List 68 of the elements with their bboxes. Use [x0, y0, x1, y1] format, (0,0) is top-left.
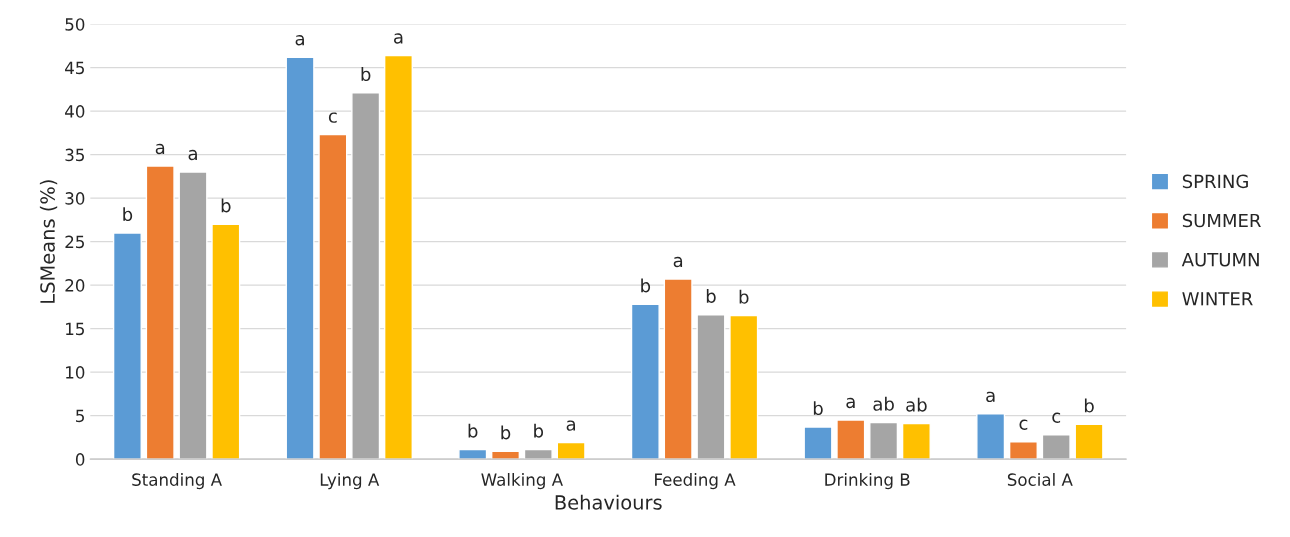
x-tick-label: Feeding A	[655, 473, 736, 490]
legend-label: WINTER	[1182, 292, 1253, 306]
bar	[696, 314, 726, 460]
y-tick-label: 45	[65, 61, 84, 75]
bar	[1041, 434, 1071, 460]
data-label: b	[1084, 398, 1094, 413]
data-label: a	[673, 256, 683, 268]
legend-label: SUMMER	[1182, 213, 1261, 228]
data-label: b	[641, 278, 651, 293]
bar	[351, 92, 381, 460]
bar	[1074, 423, 1104, 460]
x-tick-label: Drinking B	[825, 473, 910, 490]
data-label: a	[188, 149, 197, 161]
bar	[836, 419, 866, 460]
bar	[318, 133, 348, 460]
data-label: c	[328, 112, 337, 123]
bar	[976, 413, 1006, 460]
data-label: b	[501, 425, 511, 440]
y-tick-label: 5	[76, 409, 84, 423]
data-label: b	[534, 423, 544, 438]
data-label: c	[1019, 419, 1028, 430]
data-label: b	[813, 401, 823, 416]
data-label: b	[123, 207, 133, 222]
x-tick-label: Social A	[1007, 473, 1073, 486]
bar	[869, 421, 899, 460]
y-tick-label: 15	[66, 322, 84, 336]
data-label: b	[739, 289, 749, 304]
data-label: a	[986, 391, 995, 403]
y-tick-label: 10	[66, 366, 85, 379]
bar	[630, 303, 660, 460]
x-tick-label: Walking A	[481, 473, 563, 490]
bar	[556, 441, 586, 460]
bar	[178, 171, 208, 460]
y-tick-label: 35	[65, 148, 84, 162]
y-tick-label: 40	[65, 105, 85, 118]
y-tick-label: 0	[75, 453, 85, 466]
data-label: ab	[873, 396, 894, 411]
data-label: c	[1052, 412, 1061, 423]
data-label: ab	[906, 397, 927, 412]
data-label: b	[468, 423, 478, 438]
y-tick-label: 25	[65, 235, 84, 249]
legend-label: SPRING	[1182, 174, 1248, 189]
data-label: a	[394, 33, 403, 44]
bar	[112, 232, 142, 460]
y-tick-label: 20	[65, 279, 85, 292]
bar	[211, 223, 241, 460]
x-tick-label: Standing A	[132, 473, 222, 490]
data-label: a	[566, 420, 576, 431]
data-label: b	[706, 288, 716, 303]
bar	[803, 426, 833, 460]
x-axis-title: Behaviours	[555, 494, 662, 510]
bar	[729, 314, 759, 460]
bar	[663, 278, 693, 460]
data-label: a	[846, 397, 855, 409]
bar	[145, 165, 175, 460]
data-label: b	[221, 198, 231, 213]
y-tick-label: 30	[65, 192, 85, 205]
data-label: b	[361, 67, 371, 82]
data-label: a	[295, 35, 304, 46]
data-label: a	[155, 143, 165, 155]
y-axis-title: LSMeans (%)	[39, 180, 58, 303]
x-tick-label: Lying A	[320, 473, 380, 490]
bar	[383, 54, 413, 460]
legend-label: AUTUMN	[1181, 253, 1259, 267]
y-tick-label: 50	[65, 18, 85, 31]
bar	[285, 56, 315, 460]
bar	[901, 422, 931, 460]
bar	[1008, 441, 1038, 460]
